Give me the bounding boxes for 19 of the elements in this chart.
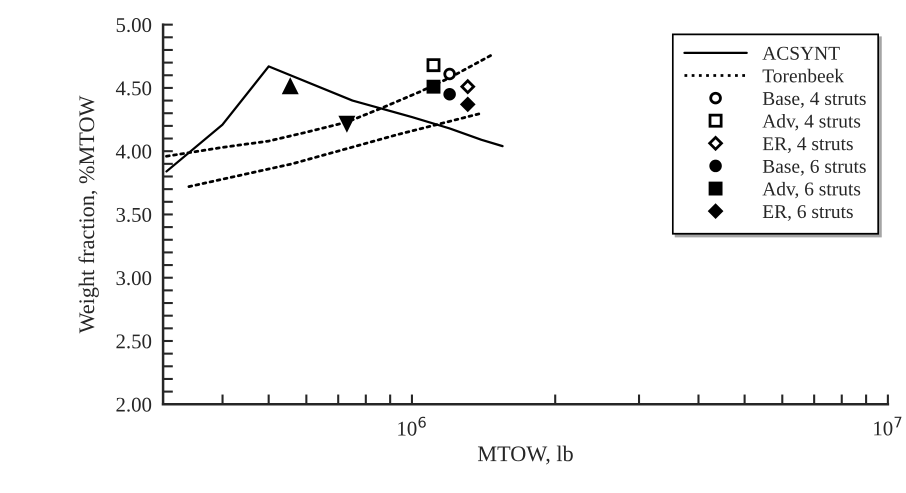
x-axis-title: MTOW, lb bbox=[478, 446, 573, 464]
legend-label: Base, 6 struts bbox=[762, 160, 866, 176]
y-tick-label: 2.50 bbox=[116, 334, 152, 349]
legend-label: Torenbeek bbox=[762, 68, 844, 82]
x-tick-label: 10$^{6}$ bbox=[398, 416, 426, 436]
legend-label: ER, 4 struts bbox=[762, 137, 853, 154]
y-axis-title: Weight fraction, %MTOW bbox=[78, 96, 99, 334]
y-tick-label: 3.50 bbox=[116, 208, 152, 222]
y-tick-label: 5.00 bbox=[116, 18, 152, 32]
legend-label: ACSYNT bbox=[762, 46, 840, 60]
legend-label: Base, 4 struts bbox=[762, 92, 866, 108]
legend-label: Adv, 4 struts bbox=[762, 114, 860, 130]
legend-label: ER, 6 struts bbox=[762, 205, 853, 221]
y-tick-label: 2.00 bbox=[116, 398, 152, 412]
x-tick-label: 10$^{7}$ bbox=[874, 416, 902, 436]
y-tick-label: 4.50 bbox=[116, 81, 152, 96]
y-tick-label: 4.00 bbox=[116, 144, 152, 159]
y-tick-label: 3.00 bbox=[116, 271, 152, 286]
legend-label: Adv, 6 struts bbox=[762, 182, 860, 198]
